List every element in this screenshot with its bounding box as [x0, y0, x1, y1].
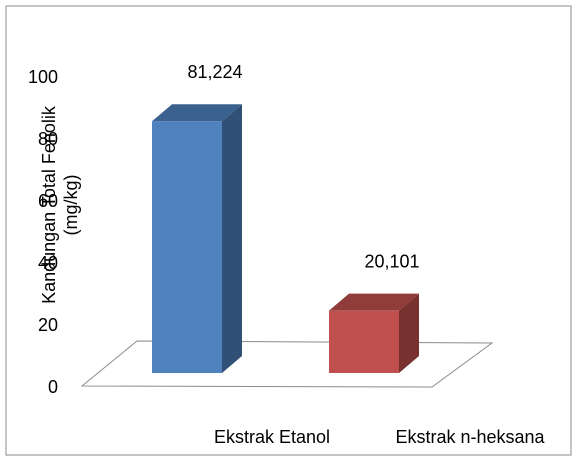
bar-side	[399, 293, 419, 373]
bar-side	[222, 104, 242, 373]
y-tick-label: 40	[38, 253, 58, 273]
y-axis-title: Kandungan Total Fenolik (mg/kg)	[39, 105, 81, 304]
y-tick-label: 20	[38, 315, 58, 335]
y-axis-title-line: (mg/kg)	[61, 174, 81, 235]
bar	[152, 121, 222, 373]
y-tick-label: 60	[38, 191, 58, 211]
data-label: 20,101	[364, 251, 419, 271]
y-tick-label: 100	[28, 67, 58, 87]
bar-top	[152, 104, 242, 122]
y-tick-label: 80	[38, 129, 58, 149]
y-tick-label: 0	[48, 377, 58, 397]
x-tick-label: Ekstrak n-heksana	[395, 427, 545, 447]
floor	[80, 340, 494, 388]
data-label: 81,224	[187, 62, 242, 82]
bar-top	[329, 293, 419, 311]
x-tick-label: Ekstrak Etanol	[214, 427, 330, 447]
y-axis-title-line: Kandungan Total Fenolik	[39, 105, 59, 304]
bar	[329, 310, 399, 373]
chart-frame	[5, 5, 572, 456]
